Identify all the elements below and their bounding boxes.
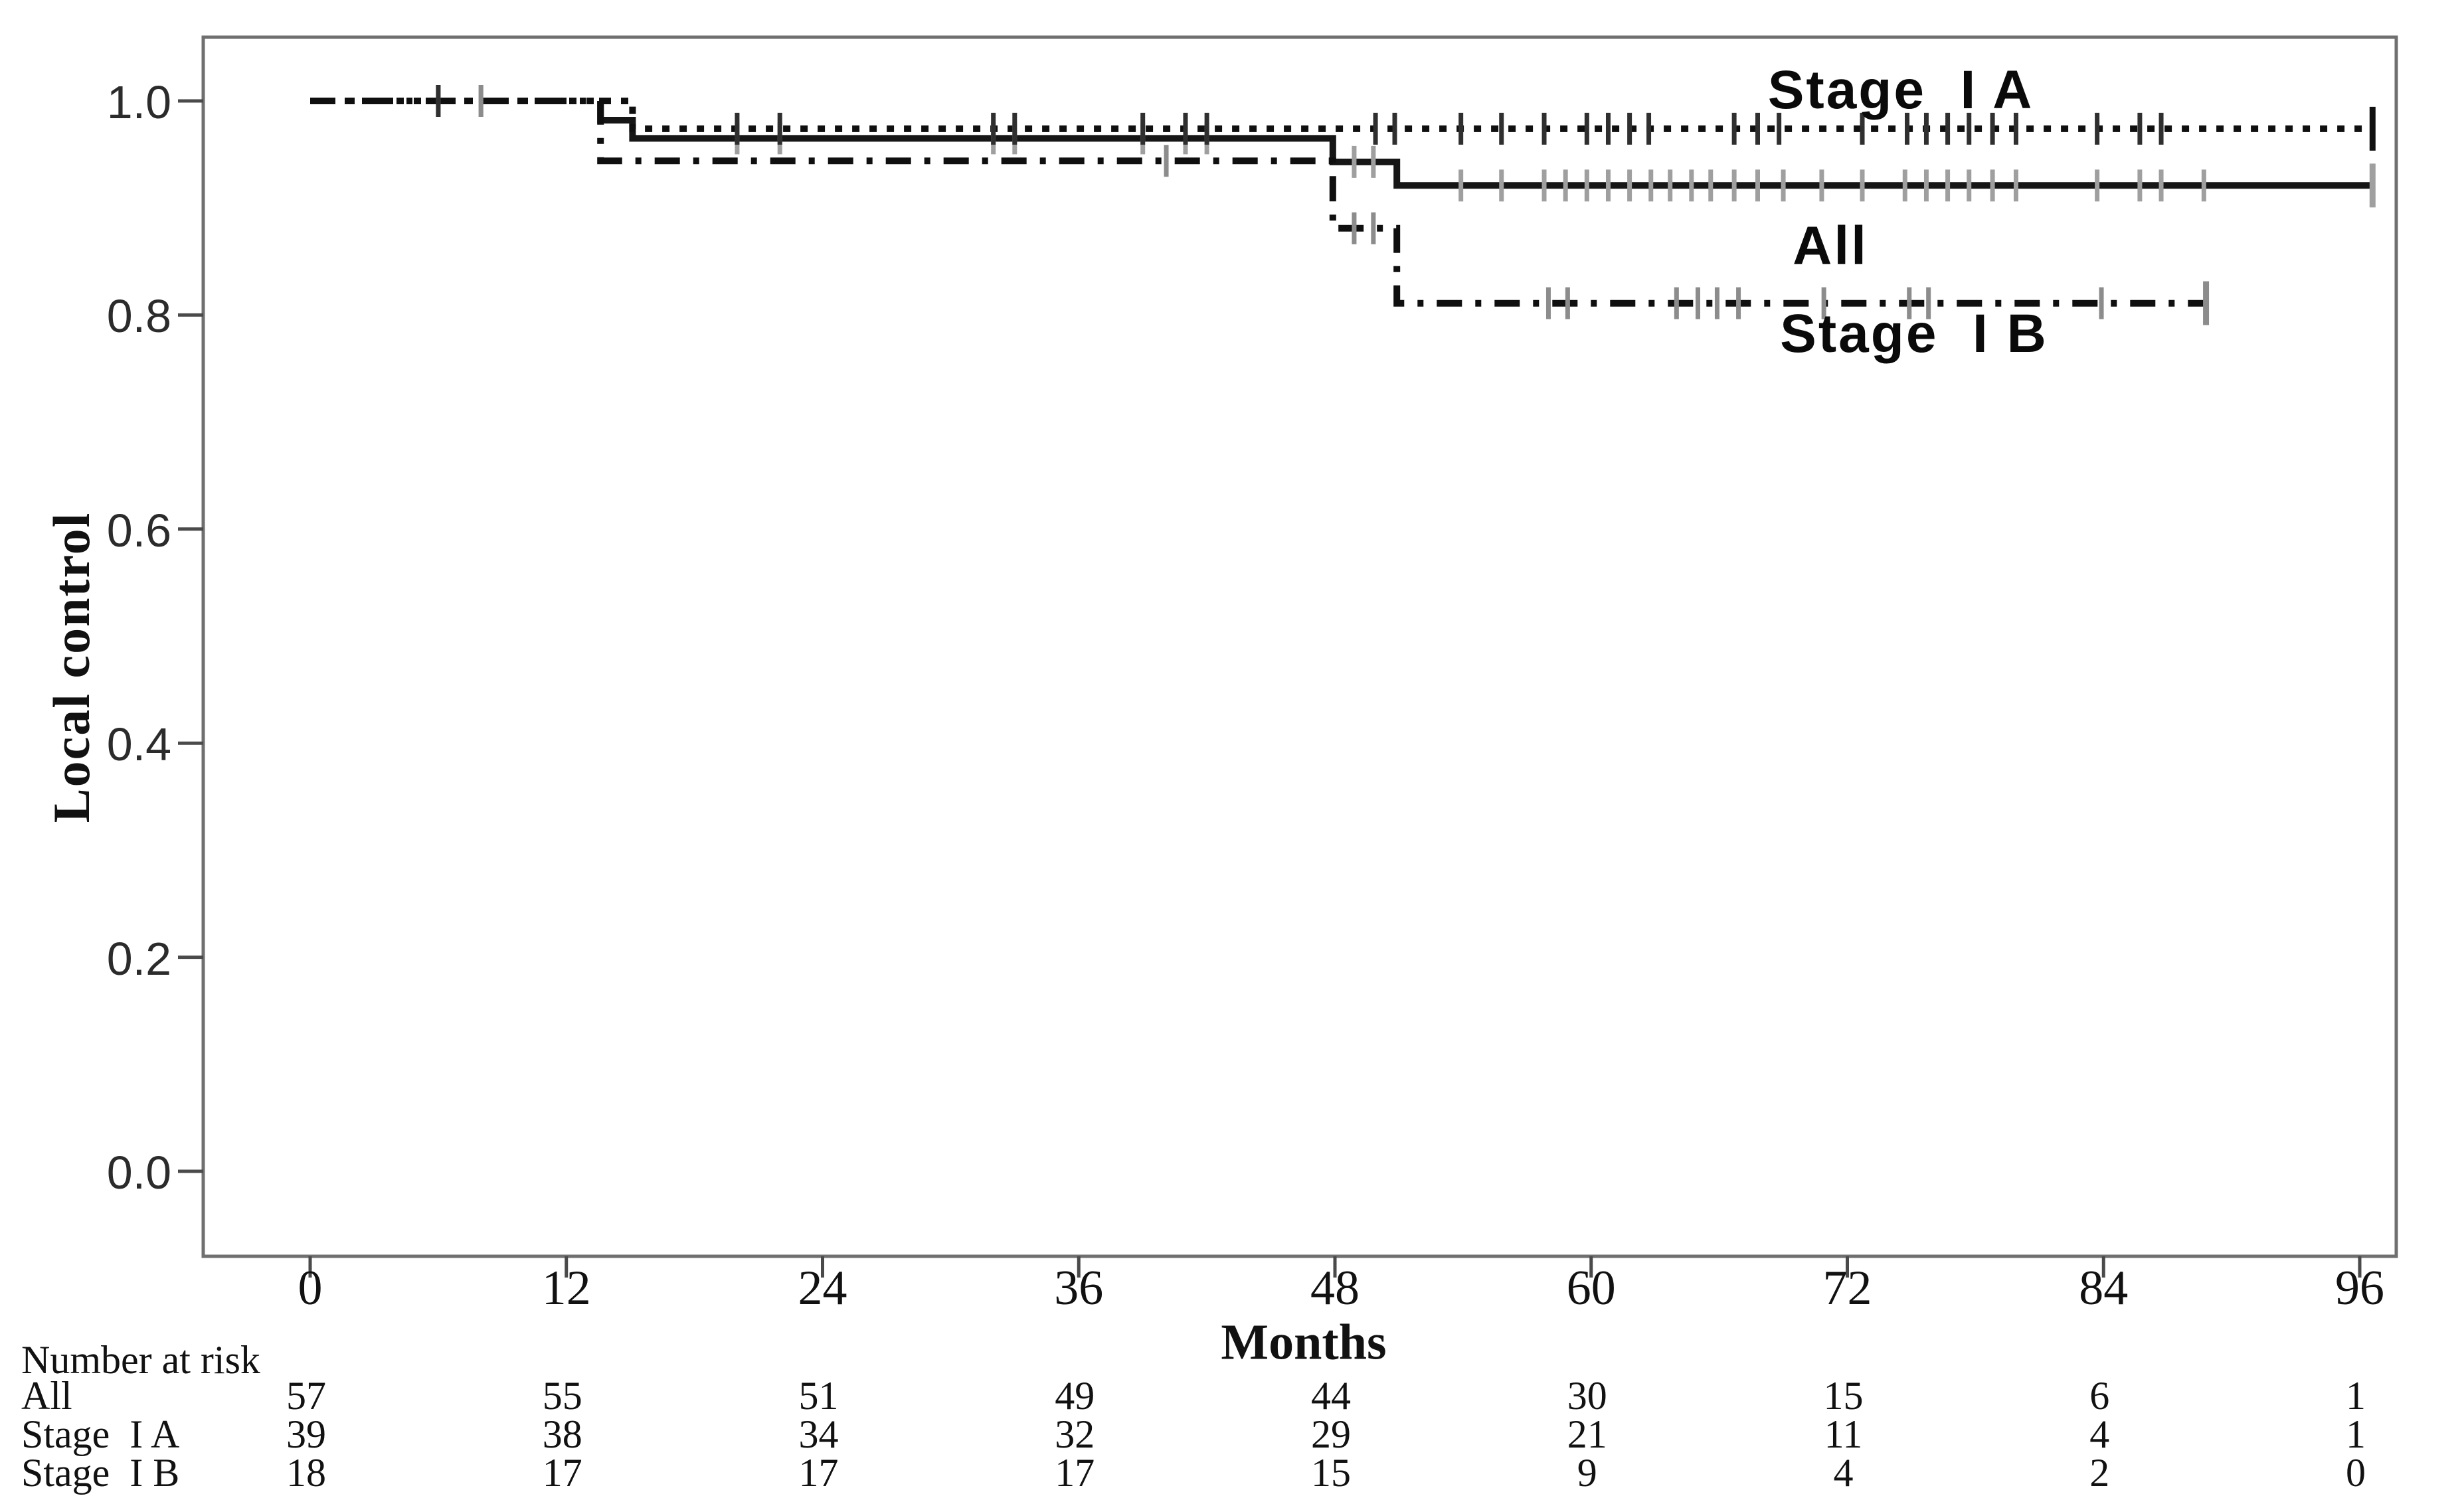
x-tick-label: 60: [1566, 1261, 1616, 1315]
x-tick-label: 72: [1822, 1261, 1872, 1315]
risk-value: 32: [1055, 1412, 1095, 1456]
x-axis-title: Months: [1221, 1314, 1387, 1371]
risk-value: 30: [1567, 1374, 1607, 1418]
risk-value: 17: [798, 1451, 839, 1495]
series-line-stage_ib: [310, 98, 2206, 307]
risk-value: 6: [2089, 1374, 2110, 1418]
risk-value: 0: [2346, 1451, 2366, 1495]
risk-value: 55: [542, 1374, 582, 1418]
x-tick-label: 0: [298, 1261, 323, 1315]
risk-value: 18: [286, 1451, 326, 1495]
risk-value: 1: [2346, 1374, 2366, 1418]
risk-value: 17: [1055, 1451, 1095, 1495]
y-tick-label: 0.6: [106, 504, 171, 556]
risk-table-title: Number at risk: [21, 1338, 260, 1382]
risk-value: 2: [2089, 1451, 2110, 1495]
y-tick-label: 0.2: [106, 932, 171, 985]
risk-row-label: Stage I B: [21, 1451, 180, 1495]
curve-label-stage-ia: Stage I A: [1767, 60, 2034, 120]
risk-value: 15: [1311, 1451, 1351, 1495]
risk-value: 49: [1055, 1374, 1095, 1418]
x-tick-label: 84: [2079, 1261, 2129, 1315]
y-tick-label: 0.0: [106, 1147, 171, 1199]
curve-label-stage-ib: Stage I B: [1780, 303, 2048, 364]
risk-value: 4: [1833, 1451, 1854, 1495]
curve-label-all: All: [1793, 216, 1868, 276]
risk-value: 29: [1311, 1412, 1351, 1456]
risk-value: 15: [1823, 1374, 1864, 1418]
y-axis-title: Local control: [43, 511, 100, 823]
x-tick-label: 24: [798, 1261, 847, 1315]
series-line-all: [597, 101, 2373, 189]
x-tick-label: 48: [1310, 1261, 1360, 1315]
x-tick-label: 12: [541, 1261, 591, 1315]
risk-value: 11: [1824, 1412, 1863, 1456]
risk-row-label: All: [21, 1374, 72, 1418]
risk-value: 21: [1567, 1412, 1607, 1456]
x-tick-label: 36: [1054, 1261, 1104, 1315]
y-tick-label: 0.4: [106, 718, 171, 771]
risk-value: 4: [2089, 1412, 2110, 1456]
risk-value: 57: [286, 1374, 326, 1418]
risk-value: 39: [286, 1412, 326, 1456]
series-line-stage_ia: [310, 98, 2373, 132]
plot-border: [201, 35, 2398, 1258]
y-tick-label: 1.0: [106, 76, 171, 128]
risk-value: 1: [2346, 1412, 2366, 1456]
risk-value: 9: [1577, 1451, 1597, 1495]
risk-value: 38: [542, 1412, 582, 1456]
risk-value: 44: [1311, 1374, 1351, 1418]
risk-value: 17: [542, 1451, 582, 1495]
y-tick-label: 0.8: [106, 290, 171, 343]
risk-row-label: Stage I A: [21, 1412, 180, 1456]
x-tick-label: 96: [2335, 1261, 2385, 1315]
risk-value: 51: [798, 1374, 839, 1418]
risk-value: 34: [798, 1412, 839, 1456]
